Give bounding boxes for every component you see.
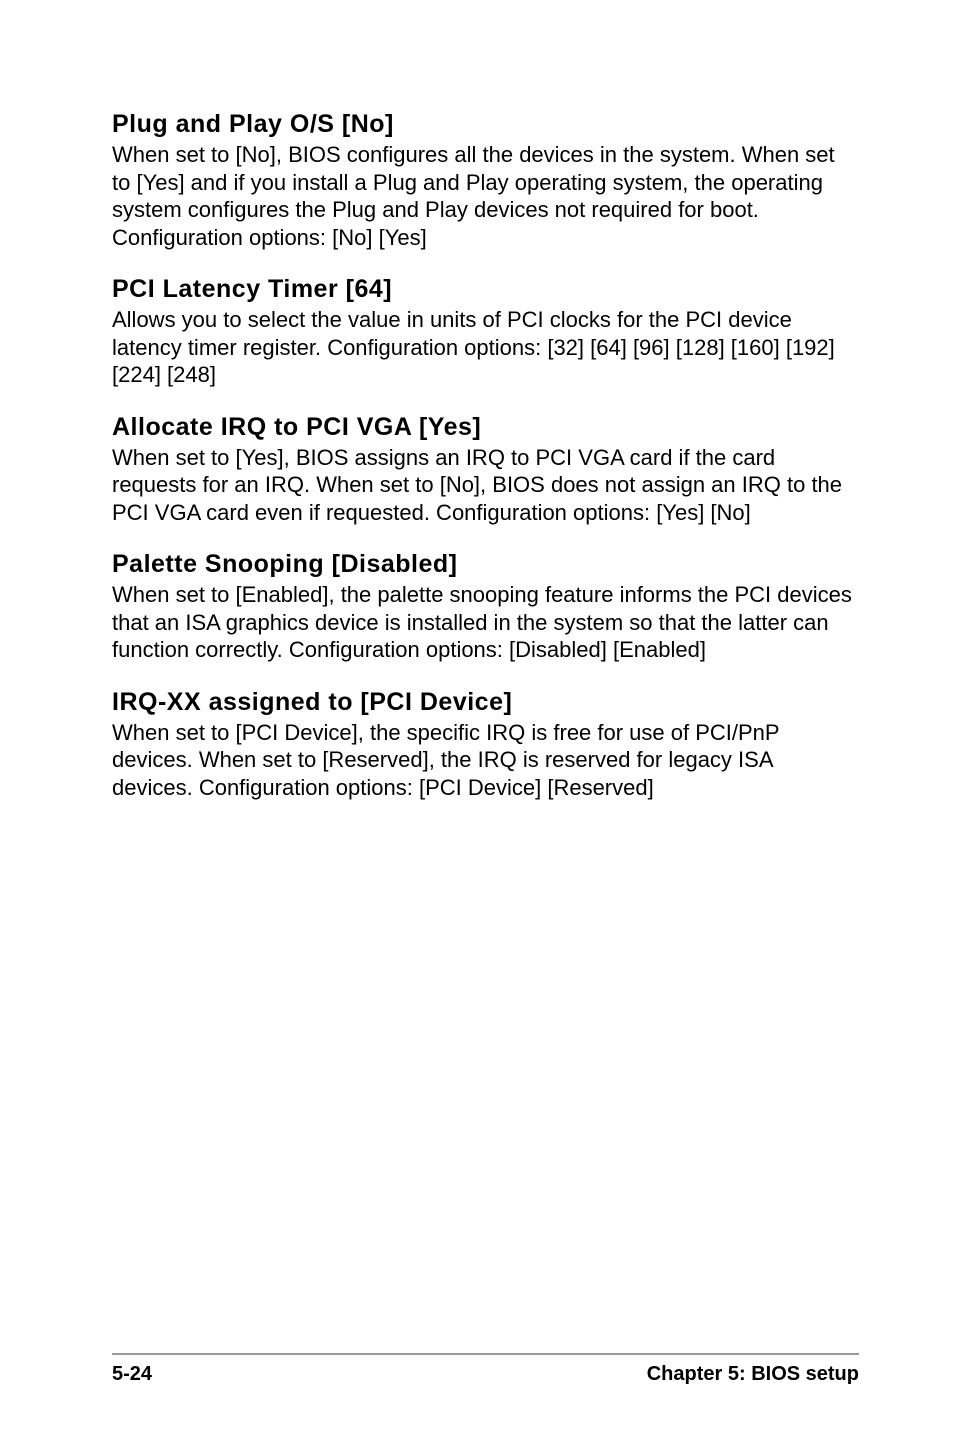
heading-allocate-irq: Allocate IRQ to PCI VGA [Yes]	[112, 413, 859, 442]
heading-palette-snooping: Palette Snooping [Disabled]	[112, 550, 859, 579]
page: Plug and Play O/S [No] When set to [No],…	[0, 0, 954, 1438]
section-palette-snooping: Palette Snooping [Disabled] When set to …	[112, 550, 859, 664]
heading-plug-and-play: Plug and Play O/S [No]	[112, 110, 859, 139]
section-irq-xx: IRQ-XX assigned to [PCI Device] When set…	[112, 688, 859, 802]
page-number: 5-24	[112, 1363, 152, 1386]
heading-irq-xx: IRQ-XX assigned to [PCI Device]	[112, 688, 859, 717]
chapter-label: Chapter 5: BIOS setup	[647, 1363, 859, 1386]
body-pci-latency: Allows you to select the value in units …	[112, 306, 859, 389]
section-allocate-irq: Allocate IRQ to PCI VGA [Yes] When set t…	[112, 413, 859, 527]
page-footer: 5-24 Chapter 5: BIOS setup	[112, 1353, 859, 1386]
section-plug-and-play: Plug and Play O/S [No] When set to [No],…	[112, 110, 859, 251]
body-plug-and-play: When set to [No], BIOS configures all th…	[112, 141, 859, 251]
heading-pci-latency: PCI Latency Timer [64]	[112, 275, 859, 304]
body-palette-snooping: When set to [Enabled], the palette snoop…	[112, 581, 859, 664]
section-pci-latency: PCI Latency Timer [64] Allows you to sel…	[112, 275, 859, 389]
body-irq-xx: When set to [PCI Device], the specific I…	[112, 719, 859, 802]
body-allocate-irq: When set to [Yes], BIOS assigns an IRQ t…	[112, 444, 859, 527]
content-area: Plug and Play O/S [No] When set to [No],…	[112, 110, 859, 1353]
